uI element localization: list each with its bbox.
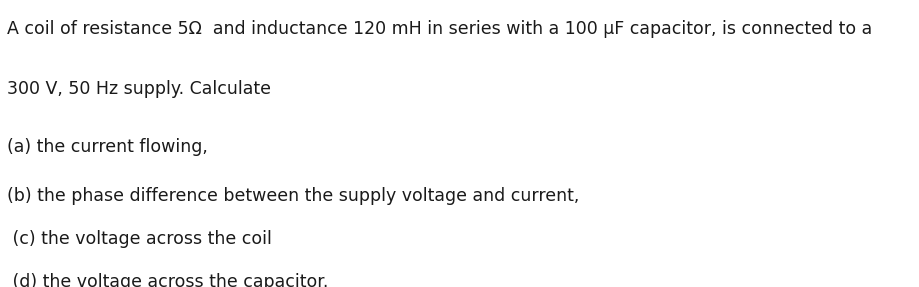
Text: (a) the current flowing,: (a) the current flowing, xyxy=(7,138,208,156)
Text: (3: (3 xyxy=(917,187,919,205)
Text: (d) the voltage across the capacitor.: (d) the voltage across the capacitor. xyxy=(7,273,328,287)
Text: (3: (3 xyxy=(917,138,919,156)
Text: (b) the phase difference between the supply voltage and current,: (b) the phase difference between the sup… xyxy=(7,187,579,205)
Text: (2: (2 xyxy=(917,273,919,287)
Text: 300 V, 50 Hz supply. Calculate: 300 V, 50 Hz supply. Calculate xyxy=(7,80,271,98)
Text: A coil of resistance 5Ω  and inductance 120 mH in series with a 100 μF capacitor: A coil of resistance 5Ω and inductance 1… xyxy=(7,20,871,38)
Text: (9: (9 xyxy=(917,230,919,248)
Text: (c) the voltage across the coil: (c) the voltage across the coil xyxy=(7,230,272,248)
